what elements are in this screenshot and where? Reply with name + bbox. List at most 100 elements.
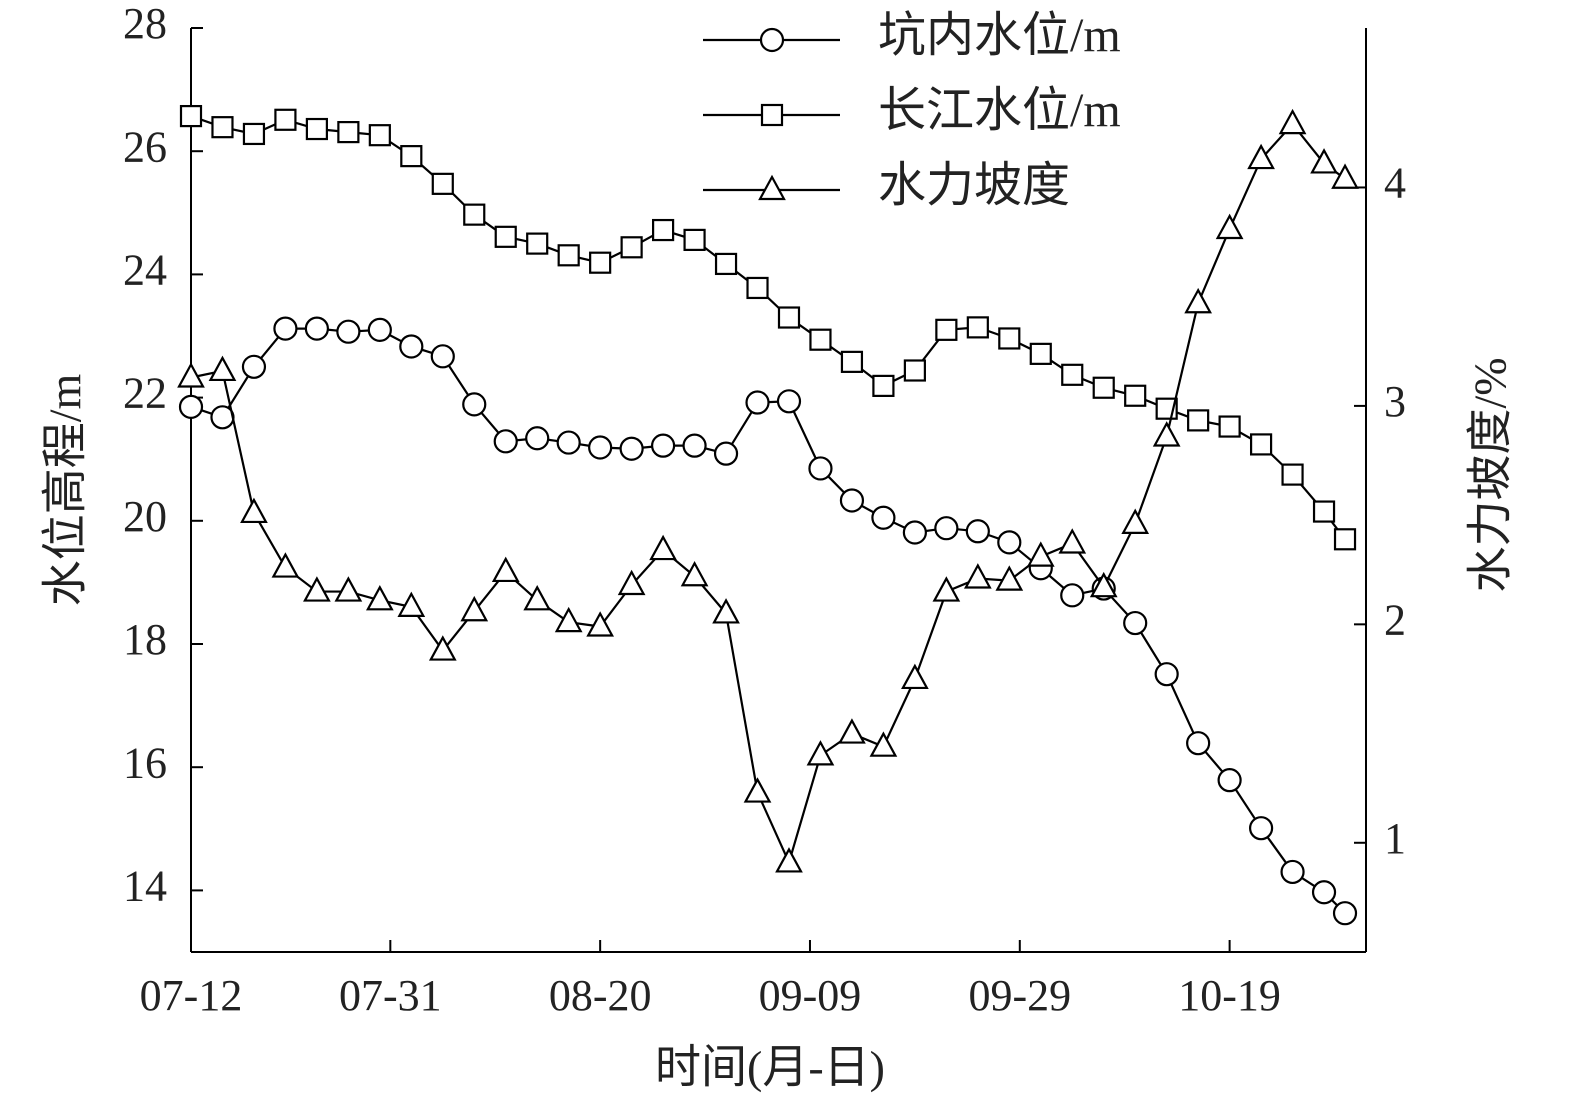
square-marker [777,306,801,329]
circle-marker [178,394,204,419]
circle-marker [902,520,927,545]
y2-axis-title: 水力坡度/% [1465,357,1516,592]
circle-marker [776,389,802,414]
circle-marker [1186,731,1211,756]
circle-marker [336,319,361,344]
triangle-marker [334,576,363,602]
circle-marker [1332,901,1358,926]
square-marker [1092,376,1115,399]
triangle-marker [712,598,740,624]
square-marker [683,228,706,252]
series-line [190,122,1346,866]
legend-marker [760,103,784,127]
legend-label: 水力坡度 [878,159,1070,212]
square-marker [526,232,549,255]
square-marker [620,236,643,259]
square-marker [1218,415,1241,438]
square-marker [903,359,926,382]
square-marker [589,251,612,274]
x-axis-title: 时间(月-日) [655,1042,885,1093]
legend-marker [759,27,785,53]
triangle-marker [554,606,583,633]
triangle-marker [428,635,457,661]
triangle-marker [1121,508,1150,534]
x-tick-label: 08-20 [549,971,652,1020]
square-marker [714,252,738,276]
y-axis-title: 水位高程/m [40,374,91,607]
square-marker [872,374,895,397]
triangle-marker [806,740,835,766]
triangle-marker [775,847,803,873]
square-marker [305,117,328,141]
circle-marker [304,316,329,341]
triangle-marker [460,595,489,622]
circle-marker [1217,768,1242,793]
triangle-marker [1215,213,1244,240]
triangle-marker [240,497,268,524]
triangle-marker [208,355,237,382]
square-marker [274,108,297,131]
triangle-marker [995,565,1024,591]
triangle-marker [1152,421,1181,447]
circle-marker [556,430,581,455]
circle-marker [713,441,739,466]
triangle-marker [901,663,929,690]
triangle-marker [271,552,300,578]
triangle-marker [586,611,615,637]
square-marker [809,328,832,351]
circle-marker [1154,662,1179,687]
y2-tick-label: 1 [1384,814,1406,863]
square-marker [242,122,266,146]
y-tick-label: 26 [123,122,167,171]
circle-marker [493,429,518,454]
triangle-marker [680,560,709,587]
triangle-marker [1026,541,1055,567]
circle-marker [1123,610,1148,636]
y-tick-label: 16 [123,738,167,787]
triangle-marker [649,534,677,561]
triangle-marker [838,718,866,744]
square-marker [431,172,454,195]
triangle-marker [1089,571,1118,598]
y-tick-label: 22 [123,369,167,418]
square-marker [1061,363,1084,386]
square-marker [1281,463,1304,486]
series-line [190,115,1346,540]
square-marker [211,116,234,139]
x-tick-label: 09-29 [968,971,1071,1020]
triangle-marker [491,556,520,583]
circle-marker [934,516,959,541]
square-marker [1249,433,1273,456]
y-tick-label: 18 [123,615,167,664]
circle-marker [1060,583,1085,608]
square-marker [337,121,360,144]
triangle-marker [1310,148,1338,174]
circle-marker [430,344,455,369]
y2-tick-label: 3 [1384,377,1406,426]
triangle-marker [963,563,992,589]
square-marker [1124,384,1147,407]
circle-marker [965,519,990,544]
triangle-marker [743,777,772,803]
triangle-marker [303,576,331,602]
square-marker [746,276,769,300]
square-marker [179,104,203,128]
x-tick-label: 10-19 [1178,971,1281,1020]
square-marker [651,218,675,242]
square-marker [998,327,1021,350]
circle-marker [525,426,550,451]
triangle-marker [869,731,898,757]
square-marker [840,350,864,373]
y2-tick-label: 4 [1384,159,1406,208]
triangle-marker [177,362,205,388]
legend-label: 长江水位/m [878,84,1121,137]
square-marker [1029,342,1052,365]
square-marker [494,225,517,248]
circle-marker [241,354,267,379]
square-marker [1312,500,1336,523]
triangle-marker [397,591,426,617]
circle-marker [1280,859,1305,885]
triangle-marker [1278,108,1307,135]
circle-marker [650,433,676,458]
